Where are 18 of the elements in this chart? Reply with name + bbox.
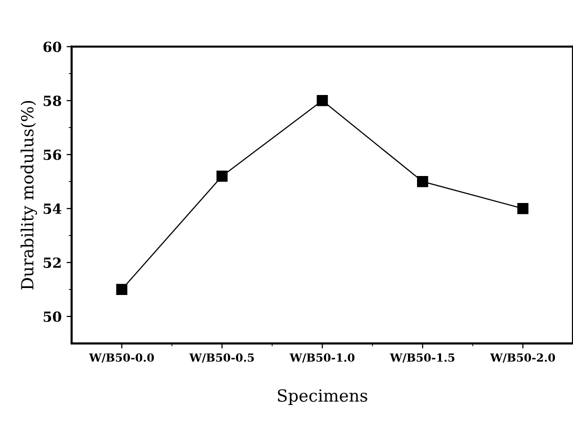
- y-axis-title: Durability modulus(%): [20, 100, 38, 290]
- point: [116, 284, 128, 296]
- y-tick-label: 60: [43, 42, 62, 52]
- x-tick-label: W/B50-0.0: [89, 353, 154, 363]
- point: [417, 176, 428, 188]
- point: [517, 202, 528, 214]
- y-tick-label: 50: [44, 311, 62, 322]
- y-tick-label: 58: [44, 96, 62, 106]
- x-tick-label: W/B50-1.5: [390, 353, 454, 363]
- y-tick-label: 54: [44, 204, 62, 214]
- x-tick-label: W/B50-0.5: [189, 353, 254, 363]
- y-tick-label: 52: [44, 257, 61, 268]
- x-tick-label: W/B50-2.0: [490, 353, 556, 363]
- x-tick-label: W/B50-1.0: [290, 353, 354, 363]
- point: [316, 95, 328, 106]
- x-axis-title: Specimens: [278, 389, 368, 406]
- point: [216, 170, 228, 182]
- y-tick-label: 56: [44, 150, 62, 160]
